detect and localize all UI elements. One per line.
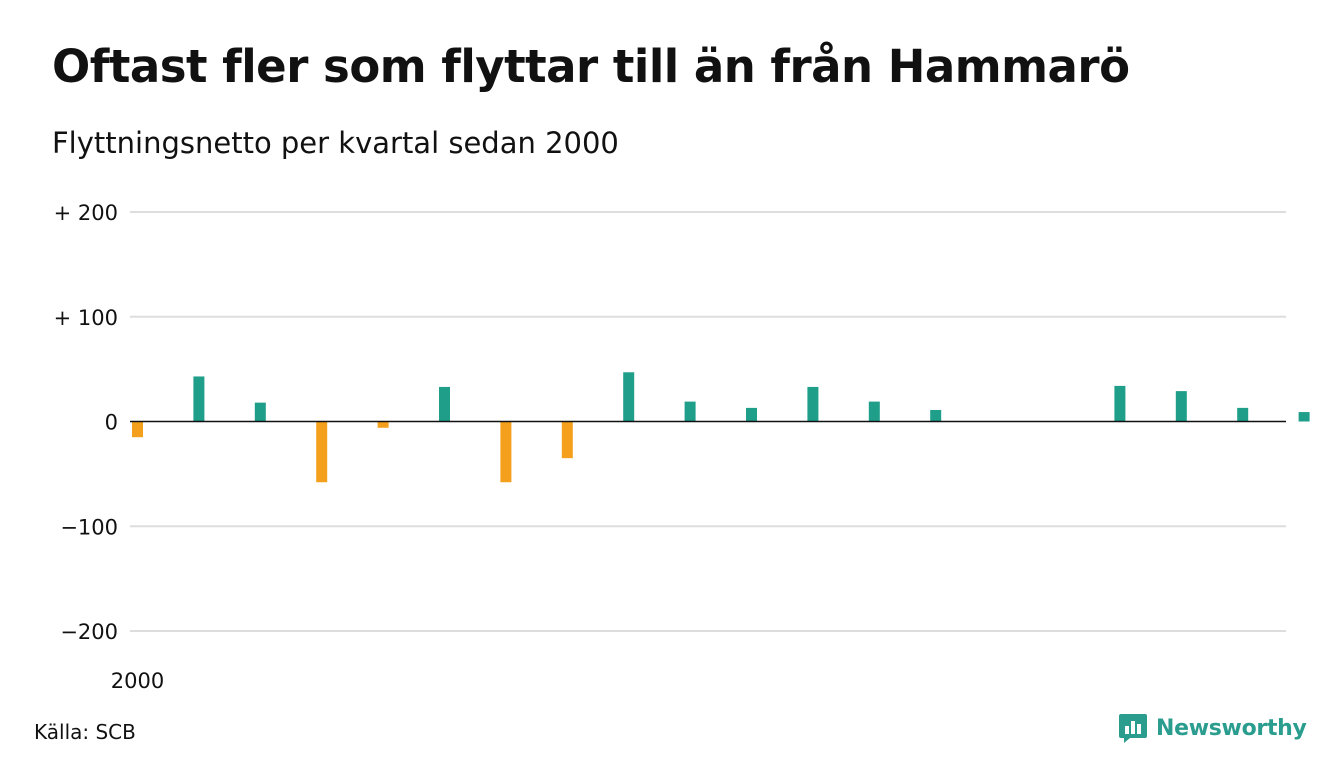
bar (684, 401, 696, 422)
bar (1298, 412, 1310, 422)
bar (1237, 407, 1249, 422)
brand-name: Newsworthy (1156, 715, 1307, 741)
gridlines (130, 211, 1286, 632)
bar (316, 421, 328, 483)
y-tick-label: + 100 (54, 306, 118, 330)
bars (132, 372, 1310, 483)
bar-chart-bubble-icon (1119, 714, 1147, 743)
y-tick-label: −200 (60, 620, 118, 644)
bar (930, 409, 942, 422)
brand-logo: Newsworthy (1118, 712, 1307, 744)
x-axis-ticks: 20002005201020152020 (111, 669, 1340, 693)
chart-subtitle: Flyttningsnetto per kvartal sedan 2000 (52, 126, 619, 160)
bar (193, 376, 205, 422)
bar (1175, 391, 1187, 422)
bar (746, 407, 757, 422)
source-note: Källa: SCB (34, 720, 136, 744)
chart-title: Oftast fler som flyttar till än från Ham… (52, 40, 1130, 93)
bar (623, 372, 635, 422)
x-tick-label: 2000 (111, 669, 164, 693)
y-tick-label: + 200 (54, 201, 118, 225)
bar (500, 421, 512, 483)
bar (254, 402, 266, 422)
bar (377, 421, 389, 428)
y-axis-ticks: + 200 + 100 0 −100 −200 (54, 201, 118, 644)
bar (868, 401, 880, 422)
y-tick-label: −100 (60, 515, 118, 539)
y-tick-label: 0 (105, 411, 118, 435)
bar (132, 421, 143, 438)
x-tick-label: 2005 (1339, 669, 1340, 693)
bar (561, 421, 573, 459)
bar (439, 386, 450, 422)
bar (1114, 385, 1126, 422)
bar (807, 386, 819, 422)
